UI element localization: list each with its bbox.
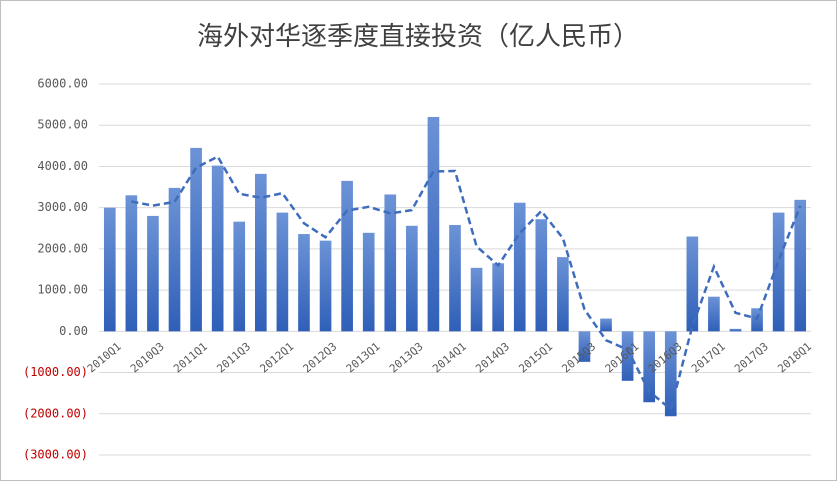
bar — [621, 331, 634, 381]
bar — [298, 234, 310, 332]
bar — [470, 267, 483, 332]
bar — [449, 224, 461, 332]
y-tick-label: (2000.00) — [23, 406, 88, 420]
bar — [147, 215, 159, 332]
bar — [384, 194, 397, 332]
bar — [535, 219, 548, 332]
bar — [794, 199, 807, 332]
bar — [319, 240, 332, 332]
bar — [254, 173, 267, 332]
bar — [643, 331, 656, 403]
bar — [772, 212, 785, 332]
y-tick-label: 3000.00 — [37, 200, 88, 214]
bar — [427, 116, 440, 332]
bar — [233, 221, 246, 332]
bar — [406, 225, 418, 332]
y-tick-label: (1000.00) — [23, 365, 88, 379]
bar — [276, 212, 289, 332]
bar — [190, 147, 202, 332]
y-tick-label: 6000.00 — [37, 77, 88, 91]
y-tick-label: 5000.00 — [37, 118, 88, 132]
trend-line — [131, 154, 802, 412]
bar — [686, 236, 699, 332]
bar — [664, 331, 677, 417]
bar — [341, 180, 353, 332]
bar — [492, 263, 504, 332]
bar — [708, 296, 720, 332]
y-tick-label: (3000.00) — [23, 448, 88, 462]
bar — [211, 165, 224, 332]
bar — [557, 257, 569, 332]
y-tick-label: 0.00 — [59, 324, 88, 338]
bar — [168, 187, 181, 332]
bar — [600, 318, 612, 332]
y-tick-label: 2000.00 — [37, 241, 88, 255]
bar — [103, 207, 116, 332]
bar — [125, 195, 138, 332]
bar — [513, 202, 526, 332]
bar — [578, 331, 591, 362]
bar — [729, 328, 742, 332]
y-tick-label: 4000.00 — [37, 159, 88, 173]
y-tick-label: 1000.00 — [37, 283, 88, 297]
bar — [362, 232, 375, 332]
chart-title: 海外对华逐季度直接投资（亿人民币） — [197, 22, 639, 52]
